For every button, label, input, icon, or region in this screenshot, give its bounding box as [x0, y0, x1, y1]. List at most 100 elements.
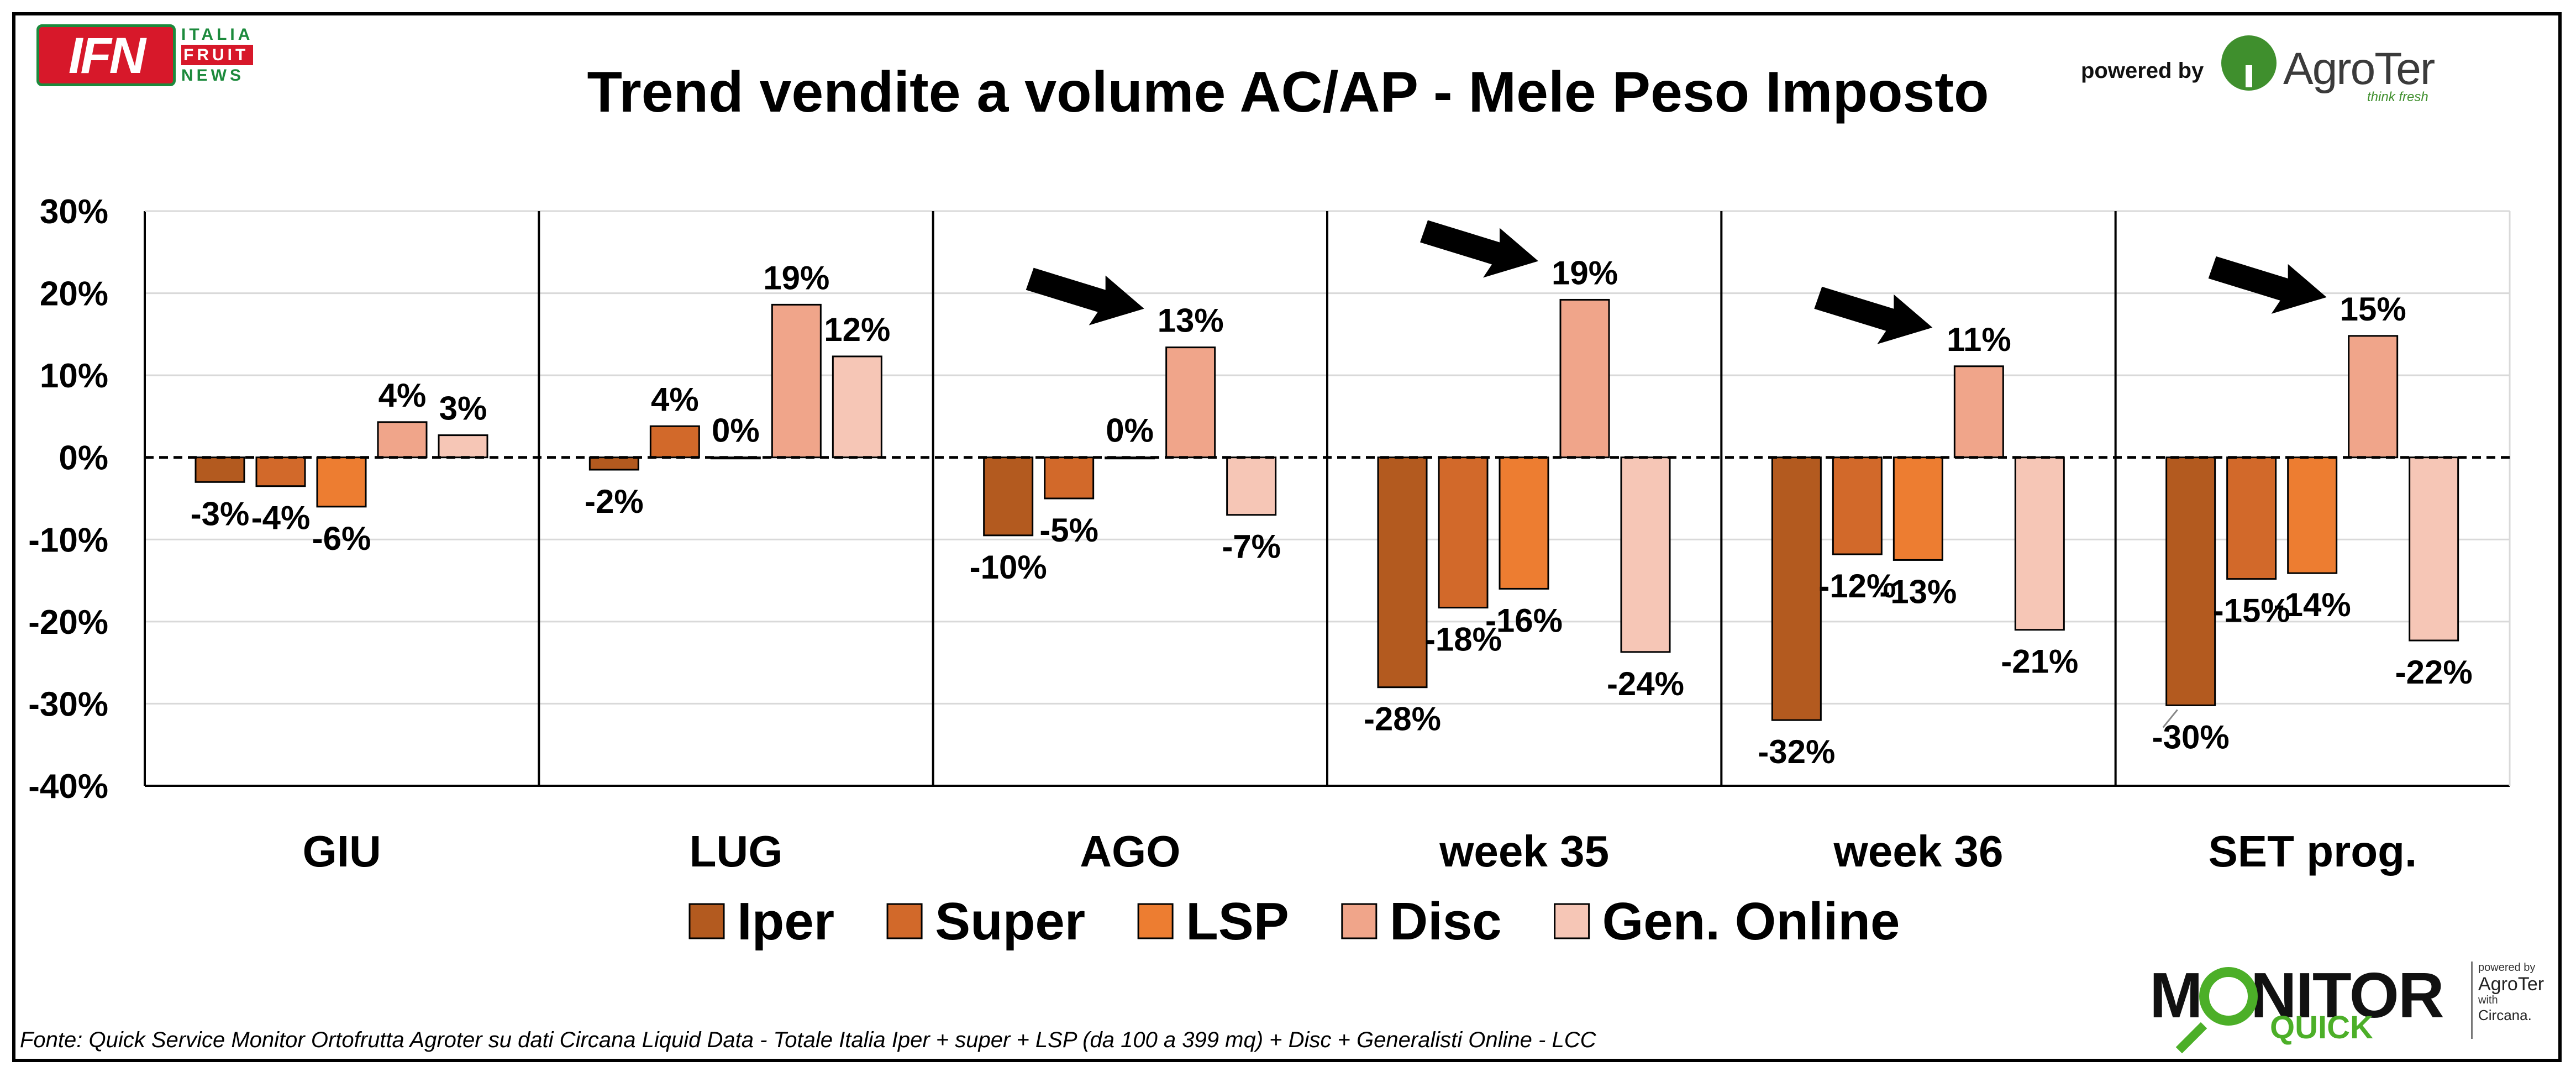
bar — [2014, 456, 2065, 631]
arrow-icon — [1420, 220, 1538, 278]
powered-by-label: powered by — [2081, 59, 2204, 83]
data-label: -24% — [1607, 665, 1684, 702]
data-label: -12% — [1818, 568, 1896, 605]
monitor-quick-logo: MONITOR QUICK powered by AgroTer with Ci… — [2149, 958, 2558, 1054]
bar — [377, 421, 428, 459]
ifn-logo-mark: IFN — [36, 24, 176, 86]
bar — [255, 456, 306, 487]
arrow-icon — [1026, 267, 1144, 325]
bar — [1892, 456, 1943, 561]
bar — [1165, 346, 1216, 459]
bar — [1953, 365, 2004, 459]
data-label: 19% — [1552, 254, 1618, 291]
bar — [1559, 298, 1610, 459]
ifn-logo: IFN ITALIA FRUIT NEWS — [36, 24, 274, 91]
ifn-logo-line1: ITALIA — [181, 25, 254, 44]
data-label: 19% — [763, 259, 829, 296]
agroter-logo: AgroTer think fresh — [2221, 32, 2442, 104]
legend-label: Iper — [737, 892, 834, 951]
data-label: -13% — [1879, 573, 1957, 610]
data-label: 3% — [439, 390, 487, 427]
bar — [316, 456, 367, 508]
bar — [1438, 456, 1489, 609]
data-label: -28% — [1364, 701, 1441, 738]
bar — [2409, 456, 2459, 642]
legend-label: Disc — [1390, 892, 1502, 951]
monitor-side-with: with — [2478, 994, 2498, 1006]
monitor-logo-side: powered by AgroTer with Circana. — [2471, 962, 2544, 1039]
ifn-logo-line2: FRUIT — [181, 45, 254, 65]
data-label: -32% — [1758, 733, 1835, 770]
agroter-logo-tagline: think fresh — [2367, 90, 2428, 104]
data-label: -3% — [191, 495, 250, 532]
legend-swatch — [688, 903, 725, 939]
legend-label: Super — [935, 892, 1085, 951]
bar — [1620, 456, 1671, 653]
data-label: -5% — [1039, 512, 1098, 549]
bar — [2226, 456, 2277, 580]
data-label: -22% — [2395, 654, 2473, 691]
y-tick-label: 20% — [40, 275, 108, 313]
data-label: 0% — [1106, 412, 1154, 449]
data-label: -18% — [1424, 621, 1502, 658]
data-label: -16% — [1485, 602, 1563, 639]
bar — [438, 434, 488, 459]
category-label: GIU — [303, 827, 381, 876]
monitor-logo-word: MONITOR — [2149, 959, 2444, 1031]
y-tick-label: -30% — [28, 685, 108, 723]
legend-label: Gen. Online — [1602, 892, 1900, 951]
legend-swatch — [1137, 903, 1174, 939]
bar — [832, 355, 882, 459]
bar — [649, 425, 700, 459]
data-label: -7% — [1222, 528, 1281, 565]
data-label: -15% — [2213, 592, 2290, 629]
bar — [1377, 456, 1428, 689]
chart-title: Trend vendite a volume AC/AP - Mele Peso… — [587, 60, 1989, 124]
data-label: -30% — [2152, 718, 2230, 755]
data-label: 11% — [1947, 321, 2011, 358]
data-label: 4% — [378, 377, 427, 414]
legend-swatch — [1554, 903, 1590, 939]
tree-icon — [2221, 35, 2277, 91]
data-label: 13% — [1158, 302, 1224, 339]
y-tick-label: -10% — [28, 521, 108, 559]
ifn-logo-line3: NEWS — [181, 66, 244, 85]
bar — [1044, 456, 1095, 500]
bar — [194, 456, 245, 483]
bar — [1499, 456, 1549, 590]
legend-swatch — [886, 903, 923, 939]
data-label: -4% — [251, 500, 311, 537]
monitor-logo-quick: QUICK — [2270, 1010, 2373, 1046]
category-label: week 36 — [1833, 827, 2004, 876]
legend-swatch — [1341, 903, 1378, 939]
magnifier-icon — [2199, 967, 2258, 1026]
category-label: week 35 — [1439, 827, 1609, 876]
bar — [1226, 456, 1277, 516]
arrow-icon — [1814, 286, 1933, 344]
bar — [1771, 456, 1822, 721]
data-label: -14% — [2274, 586, 2351, 623]
monitor-side-powered: powered by — [2478, 962, 2536, 974]
leader-line — [2162, 709, 2178, 728]
data-label: 12% — [824, 311, 890, 348]
category-label: SET prog. — [2208, 827, 2417, 876]
category-label: AGO — [1080, 827, 1180, 876]
data-label: 15% — [2340, 291, 2406, 328]
arrow-icon — [2208, 256, 2327, 314]
category-label: LUG — [690, 827, 783, 876]
data-label: 0% — [712, 412, 760, 449]
bar — [2348, 335, 2399, 459]
bar — [1832, 456, 1883, 555]
y-tick-label: -20% — [28, 603, 108, 642]
data-label: 4% — [651, 381, 699, 418]
monitor-side-circana: Circana. — [2478, 1007, 2532, 1023]
data-label: -2% — [585, 483, 644, 520]
source-note: Fonte: Quick Service Monitor Ortofrutta … — [20, 1028, 1596, 1052]
bar — [2287, 456, 2338, 574]
bar — [588, 456, 639, 471]
y-tick-label: -40% — [28, 768, 108, 806]
ifn-logo-text: ITALIA FRUIT NEWS — [181, 24, 254, 86]
y-tick-label: 10% — [40, 357, 108, 395]
bar — [2165, 456, 2216, 706]
